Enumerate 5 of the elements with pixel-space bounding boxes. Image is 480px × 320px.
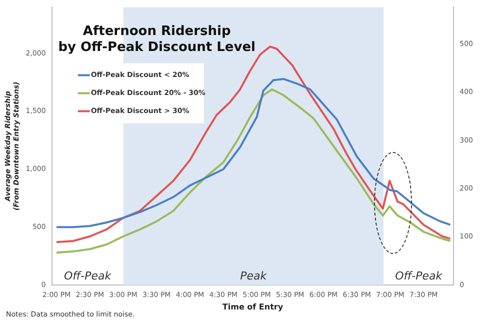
x-axis-title: Time of Entry — [222, 302, 284, 312]
annotation: Off-Peak — [64, 269, 112, 282]
band-label: Peak — [240, 269, 268, 282]
annotation: Off-Peak — [395, 269, 443, 282]
text: Afternoon Ridership by Off-Peak Discount Level — [58, 24, 256, 56]
